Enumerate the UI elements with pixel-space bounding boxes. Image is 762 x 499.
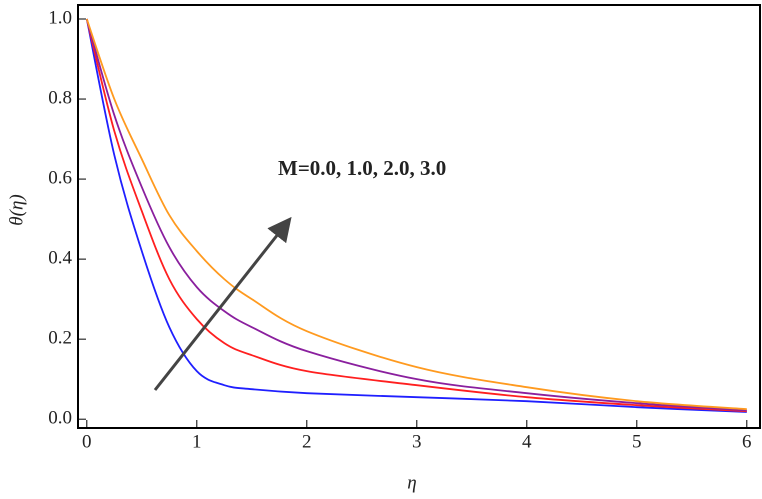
x-tick-label: 2 xyxy=(302,431,312,452)
x-tick-label: 0 xyxy=(82,431,92,452)
plot-area xyxy=(85,18,747,413)
y-tick-label: 0.2 xyxy=(48,328,72,349)
line-series xyxy=(85,18,747,411)
x-tick-label: 3 xyxy=(412,431,422,452)
line-series xyxy=(85,18,747,412)
x-tick-label: 1 xyxy=(192,431,202,452)
arrow xyxy=(153,216,292,391)
x-tick-label: 6 xyxy=(742,431,752,452)
line-series xyxy=(85,18,747,413)
y-axis-label: θ(η) xyxy=(6,194,27,225)
x-axis-label: η xyxy=(407,472,416,493)
plot-frame xyxy=(77,4,761,429)
annotation: M=0.0, 1.0, 2.0, 3.0 xyxy=(278,156,446,180)
y-tick-label: 0.6 xyxy=(48,167,72,188)
x-tick-label: 5 xyxy=(632,431,642,452)
y-tick-label: 0.4 xyxy=(48,247,72,268)
x-tick-label: 4 xyxy=(522,431,532,452)
y-tick-label: 1.0 xyxy=(48,7,72,28)
y-tick-label: 0.8 xyxy=(48,87,72,108)
y-tick-label: 0.0 xyxy=(48,408,72,429)
line-series xyxy=(85,18,747,413)
